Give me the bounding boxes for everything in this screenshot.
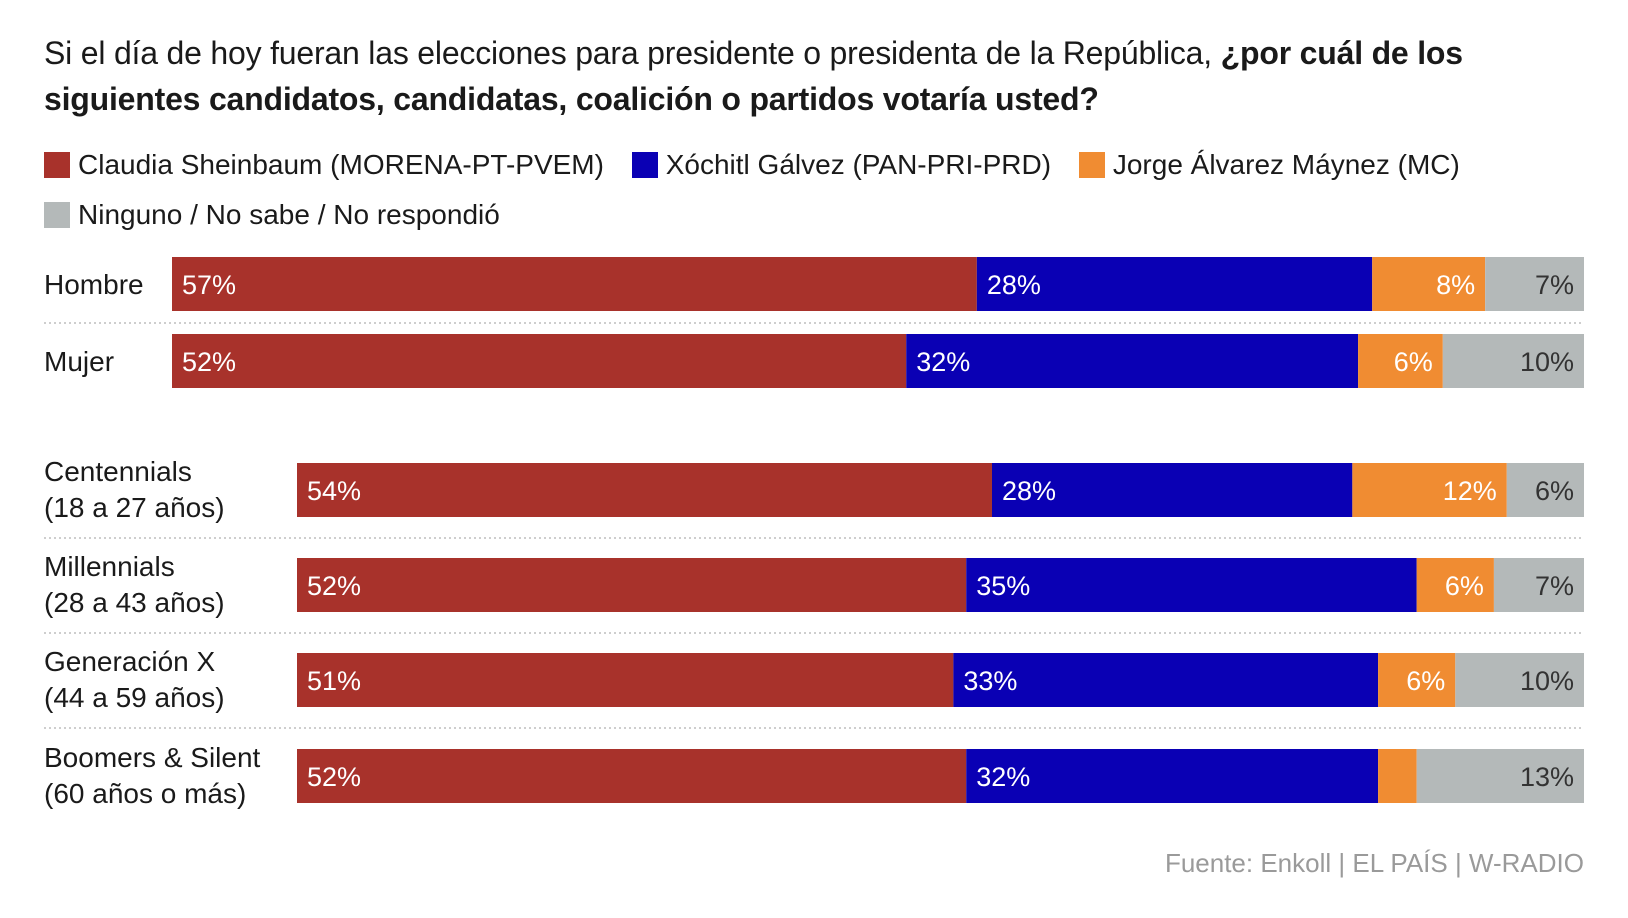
data-label-g0-r1-s0: 52%	[182, 347, 236, 377]
data-label-g0-r0-s0: 57%	[182, 270, 236, 300]
data-label-g1-r0-s0: 54%	[307, 476, 361, 506]
bar-segment-g0-r0-s3	[1485, 257, 1584, 311]
bar-segment-g0-r1-s2	[1358, 334, 1443, 388]
data-label-g1-r1-s1: 35%	[976, 571, 1030, 601]
row-label-g1-r0-line-0: Centennials	[44, 456, 192, 487]
data-label-g1-r3-s3: 13%	[1520, 762, 1574, 792]
bar-segment-g0-r1-s1	[906, 334, 1359, 388]
bar-segment-g1-r1-s3	[1493, 558, 1584, 612]
bar-segment-g1-r3-s0	[297, 749, 967, 803]
data-label-g1-r2-s0: 51%	[307, 666, 361, 696]
chart-title: Si el día de hoy fueran las elecciones p…	[44, 30, 1584, 122]
bar-segment-g1-r0-s3	[1506, 463, 1584, 517]
legend-swatch-ninguno	[44, 202, 70, 228]
legend-item-galvez: Xóchitl Gálvez (PAN-PRI-PRD)	[631, 142, 1052, 188]
data-label-g1-r3-s1: 32%	[976, 762, 1030, 792]
source-note: Fuente: Enkoll | EL PAÍS | W-RADIO	[1164, 848, 1584, 878]
legend-item-sheinbaum: Claudia Sheinbaum (MORENA-PT-PVEM)	[44, 142, 604, 188]
bar-segment-g1-r3-s2	[1378, 749, 1417, 803]
bar-segment-g1-r0-s2	[1352, 463, 1507, 517]
row-label-g1-r3-line-0: Boomers & Silent	[44, 742, 261, 773]
bar-segment-g1-r0-s1	[991, 463, 1353, 517]
legend-label-sheinbaum: Claudia Sheinbaum (MORENA-PT-PVEM)	[78, 149, 604, 180]
data-label-g1-r1-s2: 6%	[1445, 571, 1484, 601]
bar-segment-g1-r1-s0	[297, 558, 967, 612]
row-label-g1-r0-line-1: (18 a 27 años)	[44, 492, 225, 523]
bar-segment-g1-r2-s2	[1378, 653, 1456, 707]
legend-label-ninguno: Ninguno / No sabe / No respondió	[78, 199, 500, 230]
legend: Claudia Sheinbaum (MORENA-PT-PVEM) Xóchi…	[44, 142, 1584, 242]
data-label-g0-r1-s1: 32%	[916, 347, 970, 377]
data-label-g0-r0-s2: 8%	[1436, 270, 1475, 300]
legend-item-maynez: Jorge Álvarez Máynez (MC)	[1078, 142, 1460, 188]
bar-segment-g0-r1-s0	[172, 334, 907, 388]
row-label-g1-r2-line-1: (44 a 59 años)	[44, 682, 225, 713]
legend-swatch-galvez	[631, 152, 658, 178]
row-label-g1-r3-line-1: (60 años o más)	[44, 778, 246, 809]
bar-segment-g1-r2-s1	[953, 653, 1379, 707]
bar-segment-g1-r1-s2	[1416, 558, 1494, 612]
row-label-g1-r1-line-1: (28 a 43 años)	[44, 587, 225, 618]
row-label-g1-r2-line-0: Generación X	[44, 646, 216, 677]
data-label-g1-r2-s1: 33%	[963, 666, 1017, 696]
data-label-g1-r2-s3: 10%	[1520, 666, 1574, 696]
data-label-g1-r0-s3: 6%	[1535, 476, 1574, 506]
legend-label-galvez: Xóchitl Gálvez (PAN-PRI-PRD)	[665, 149, 1052, 180]
bar-segment-g1-r3-s1	[966, 749, 1379, 803]
bar-segment-g1-r1-s1	[966, 558, 1417, 612]
row-label-g1-r1-line-0: Millennials	[44, 551, 175, 582]
data-label-g1-r1-s0: 52%	[307, 571, 361, 601]
data-label-g0-r1-s3: 10%	[1520, 347, 1574, 377]
legend-swatch-sheinbaum	[44, 152, 70, 178]
data-label-g0-r0-s3: 7%	[1535, 270, 1574, 300]
legend-swatch-maynez	[1078, 152, 1105, 178]
bar-segment-g0-r0-s2	[1372, 257, 1486, 311]
data-label-g1-r0-s2: 12%	[1443, 476, 1497, 506]
legend-item-ninguno: Ninguno / No sabe / No respondió	[44, 192, 500, 238]
data-label-g1-r0-s1: 28%	[1002, 476, 1056, 506]
bar-segment-g0-r1-s3	[1442, 334, 1584, 388]
chart-title-bold: ¿por cuál de los siguientes candidatos, …	[44, 35, 1463, 117]
legend-label-maynez: Jorge Álvarez Máynez (MC)	[1112, 149, 1460, 180]
data-label-g1-r2-s2: 6%	[1406, 666, 1445, 696]
data-label-g1-r1-s3: 7%	[1535, 571, 1574, 601]
bar-segment-g1-r2-s0	[297, 653, 954, 707]
bar-segment-g1-r2-s3	[1455, 653, 1584, 707]
bar-segment-g1-r0-s0	[297, 463, 992, 517]
data-label-g1-r3-s0: 52%	[307, 762, 361, 792]
bar-segment-g0-r0-s1	[976, 257, 1373, 311]
data-label-g0-r1-s2: 6%	[1394, 347, 1433, 377]
row-label-g0-r1-line-0: Mujer	[44, 346, 114, 377]
bar-segment-g1-r3-s3	[1416, 749, 1584, 803]
row-label-g0-r0-line-0: Hombre	[44, 269, 144, 300]
chart-title-regular: Si el día de hoy fueran las elecciones p…	[44, 35, 1221, 71]
data-label-g0-r0-s1: 28%	[987, 270, 1041, 300]
bar-segment-g0-r0-s0	[172, 257, 977, 311]
